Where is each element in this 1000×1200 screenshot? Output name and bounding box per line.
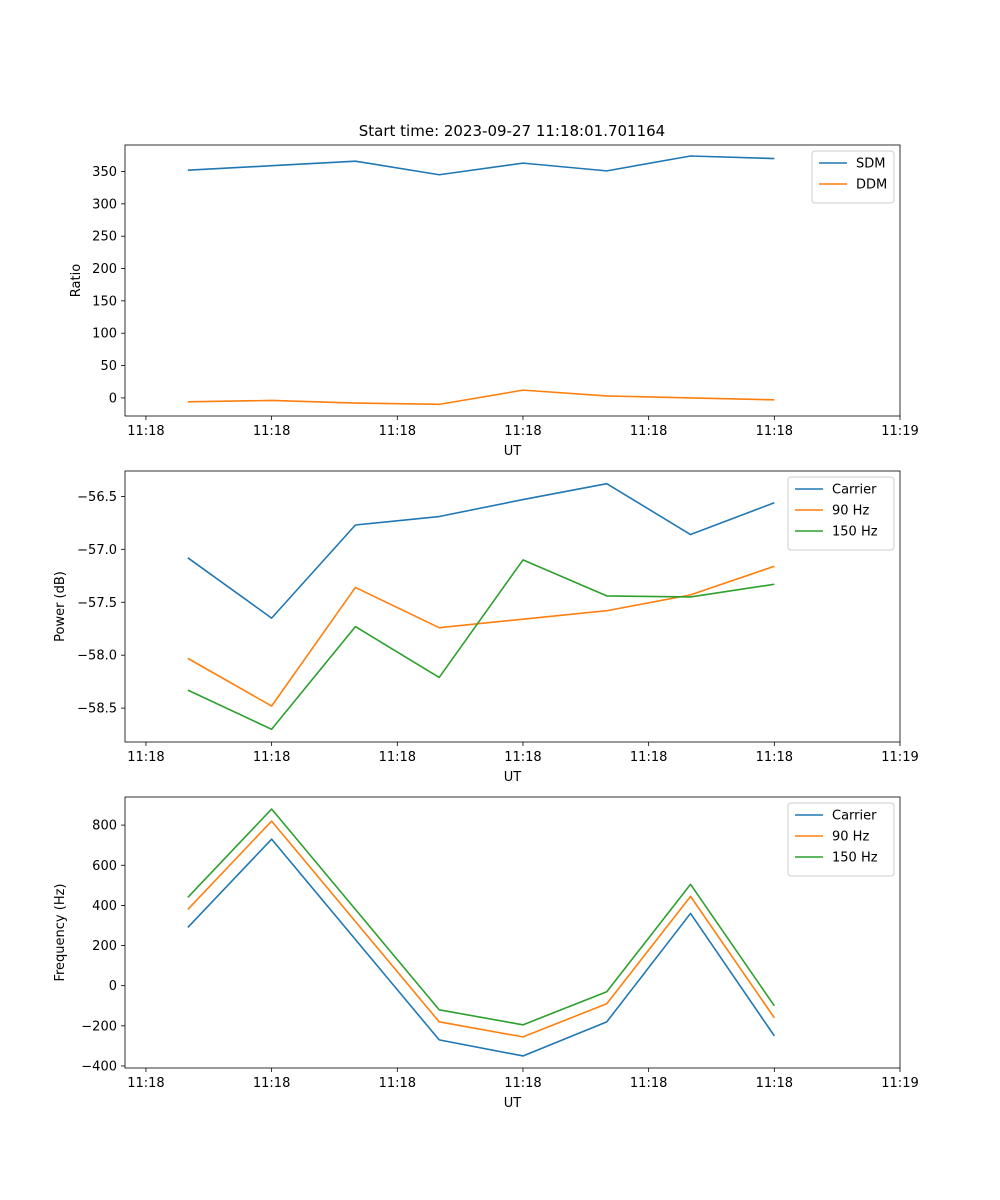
x-tick-label: 11:18	[504, 424, 541, 439]
legend-label: 90 Hz	[832, 830, 869, 845]
legend-label: 150 Hz	[832, 525, 878, 540]
y-tick-label: 0	[109, 391, 117, 406]
y-axis-label: Frequency (Hz)	[53, 883, 68, 981]
y-tick-label: 350	[92, 165, 117, 180]
x-axis-label: UT	[504, 444, 522, 459]
y-axis-label: Power (dB)	[53, 571, 68, 642]
y-tick-label: 0	[109, 979, 117, 994]
y-axis-label: Ratio	[69, 264, 84, 297]
y-tick-label: 50	[100, 359, 117, 374]
x-tick-label: 11:18	[756, 1076, 793, 1091]
legend: SDM DDM	[811, 150, 895, 204]
chart-panel-2: 11:18 11:18 11:18 11:18 11:18 11:18 11:19 −58.5…	[53, 470, 919, 785]
x-tick-label: 11:18	[504, 1076, 541, 1091]
x-tick-label: 11:18	[379, 1076, 416, 1091]
x-tick-label: 11:18	[127, 750, 164, 765]
figure-title: Start time: 2023-09-27 11:18:01.701164	[359, 122, 665, 140]
series-line-150-hz	[187, 808, 775, 1026]
legend-label: 150 Hz	[832, 851, 878, 866]
chart-panel-1: 11:18 11:18 11:18 11:18 11:18 11:18 11:19 0 50 10…	[69, 144, 919, 459]
y-tick-label: −56.5	[77, 490, 117, 505]
series-line-ddm	[187, 389, 775, 406]
legend: Carrier 90 Hz 150 Hz	[787, 476, 895, 551]
y-tick-label: 100	[92, 327, 117, 342]
axes-frame	[124, 796, 901, 1069]
x-tick-label: 11:18	[379, 424, 416, 439]
axes-frame	[124, 470, 901, 743]
x-tick-label: 11:18	[630, 1076, 667, 1091]
x-tick-label: 11:18	[127, 424, 164, 439]
legend: Carrier 90 Hz 150 Hz	[787, 802, 895, 877]
x-tick-label: 11:18	[756, 424, 793, 439]
axes-frame	[124, 144, 901, 417]
legend-label: 90 Hz	[832, 504, 869, 519]
chart-panel-3: 11:18 11:18 11:18 11:18 11:18 11:18 11:19 −400 −…	[53, 796, 919, 1111]
y-tick-label: −58.5	[77, 702, 117, 717]
legend-label: SDM	[856, 157, 885, 172]
panels: 11:18 11:18 11:18 11:18 11:18 11:18 11:19 0 50 10…	[53, 144, 919, 1111]
y-tick-label: 400	[92, 899, 117, 914]
y-tick-label: 200	[92, 262, 117, 277]
series-line-carrier	[187, 482, 775, 619]
y-tick-label: 800	[92, 819, 117, 834]
y-tick-label: 600	[92, 859, 117, 874]
legend-box	[811, 150, 895, 204]
series-line-90-hz	[187, 820, 775, 1038]
x-tick-label: 11:18	[630, 750, 667, 765]
y-tick-label: 300	[92, 197, 117, 212]
x-tick-label: 11:18	[756, 750, 793, 765]
y-tick-label: −200	[81, 1019, 117, 1034]
x-tick-label: 11:18	[379, 750, 416, 765]
legend-label: Carrier	[832, 483, 877, 498]
y-tick-label: −57.5	[77, 596, 117, 611]
y-tick-label: 150	[92, 294, 117, 309]
x-axis-label: UT	[504, 1096, 522, 1111]
x-tick-label: 11:19	[881, 750, 918, 765]
x-tick-label: 11:18	[253, 1076, 290, 1091]
series-line-sdm	[187, 155, 775, 176]
x-tick-label: 11:19	[881, 1076, 918, 1091]
series-line-150-hz	[187, 559, 775, 731]
legend-label: DDM	[856, 178, 887, 193]
legend-label: Carrier	[832, 809, 877, 824]
series-line-carrier	[187, 838, 775, 1057]
y-tick-label: 250	[92, 230, 117, 245]
x-tick-label: 11:18	[127, 1076, 164, 1091]
y-tick-label: −400	[81, 1059, 117, 1074]
x-tick-label: 11:18	[253, 424, 290, 439]
y-tick-label: −57.0	[77, 543, 117, 558]
x-tick-label: 11:18	[253, 750, 290, 765]
y-tick-label: 200	[92, 939, 117, 954]
x-tick-label: 11:18	[504, 750, 541, 765]
y-tick-label: −58.0	[77, 649, 117, 664]
x-axis-label: UT	[504, 770, 522, 785]
x-tick-label: 11:19	[881, 424, 918, 439]
x-tick-label: 11:18	[630, 424, 667, 439]
